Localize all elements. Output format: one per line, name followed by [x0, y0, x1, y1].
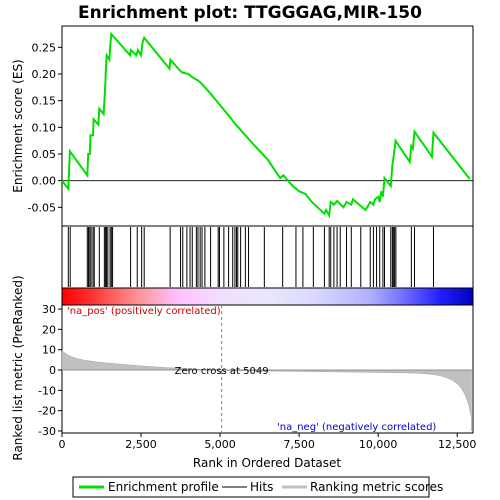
- es-y-tick-label: 0.05: [32, 148, 57, 161]
- hits-panel: [62, 226, 473, 288]
- colorbar-strip: [62, 288, 473, 305]
- legend-es-label: Enrichment profile: [108, 480, 219, 494]
- metric-y-tick-label: 30: [42, 303, 56, 316]
- rank-colorbar: [62, 288, 473, 305]
- es-y-tick-label: -0.05: [28, 201, 56, 214]
- x-tick-label: 0: [59, 438, 66, 451]
- metric-y-axis: -30 -20 -10 0 10 20 30: [38, 303, 62, 438]
- es-ylabel: Enrichment score (ES): [11, 59, 25, 192]
- x-axis-label: Rank in Ordered Dataset: [193, 456, 341, 470]
- metric-ylabel: Ranked list metric (PreRanked): [11, 275, 25, 460]
- es-y-tick-label: 0.00: [32, 175, 57, 188]
- x-axis: 0 2,500 5,000 7,500 10,000 12,500: [59, 433, 477, 451]
- metric-y-tick-label: -10: [38, 384, 56, 397]
- es-panel: -0.05 0.00 0.05 0.10 0.15 0.20 0.25 Enrichment…: [11, 26, 473, 226]
- es-y-tick-label: 0.25: [32, 41, 57, 54]
- metric-y-tick-label: 0: [49, 364, 56, 377]
- legend-metric-label: Ranking metric scores: [310, 480, 443, 494]
- legend: Enrichment profile Hits Ranking metric s…: [73, 477, 443, 497]
- es-y-axis: -0.05 0.00 0.05 0.10 0.15 0.20 0.25: [28, 41, 62, 214]
- legend-hits-label: Hits: [250, 480, 273, 494]
- chart-title: Enrichment plot: TTGGGAG,MIR-150: [78, 3, 422, 23]
- x-tick-label: 5,000: [204, 438, 236, 451]
- x-tick-label: 2,500: [125, 438, 157, 451]
- es-y-tick-label: 0.20: [32, 68, 57, 81]
- es-y-tick-label: 0.10: [32, 121, 57, 134]
- es-panel-frame: [62, 26, 473, 226]
- negative-correlation-label: 'na_neg' (negatively correlated): [277, 422, 436, 433]
- metric-y-tick-label: -20: [38, 405, 56, 418]
- metric-y-tick-label: 10: [42, 344, 56, 357]
- x-tick-label: 7,500: [283, 438, 315, 451]
- x-tick-label: 12,500: [438, 438, 477, 451]
- es-y-tick-label: 0.15: [32, 95, 57, 108]
- metric-y-tick-label: -30: [38, 425, 56, 438]
- x-tick-label: 10,000: [359, 438, 398, 451]
- positive-correlation-label: 'na_pos' (positively correlated): [67, 306, 221, 317]
- zero-cross-label: Zero cross at 5049: [175, 366, 269, 377]
- metric-y-tick-label: 20: [42, 323, 56, 336]
